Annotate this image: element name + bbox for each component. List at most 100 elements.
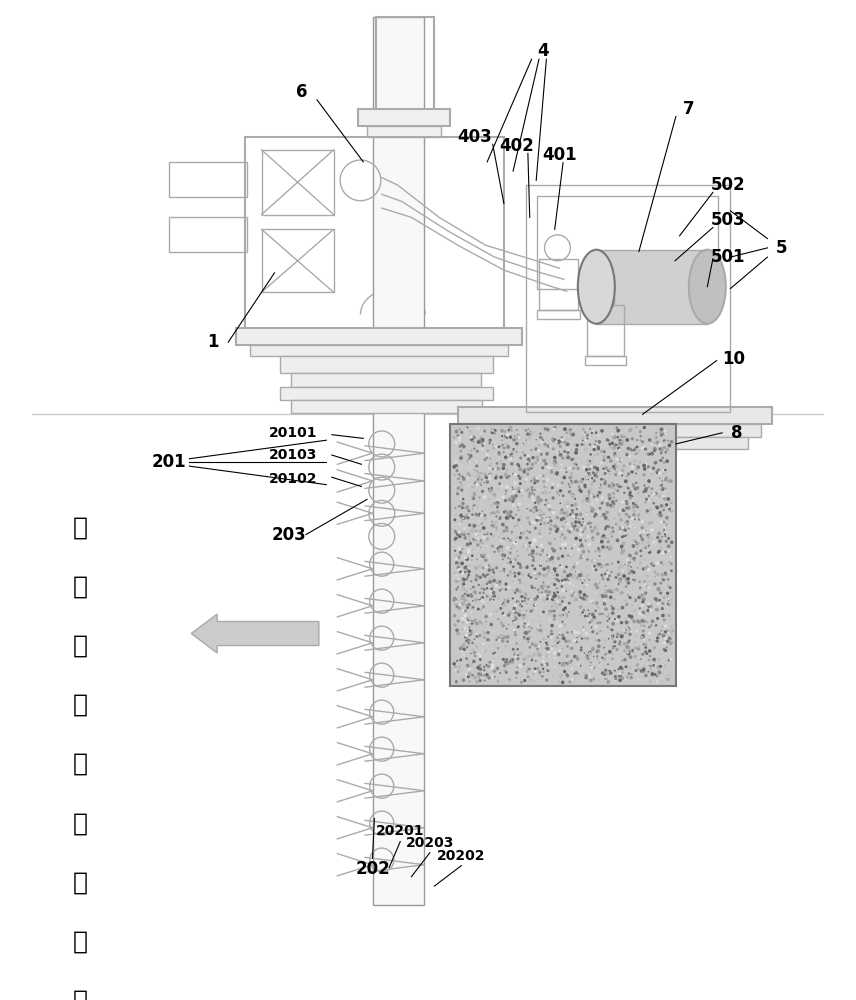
Text: 20201: 20201 — [376, 824, 425, 838]
Point — [531, 449, 544, 465]
Point — [616, 636, 630, 652]
Point — [571, 632, 585, 648]
Point — [483, 654, 496, 670]
Point — [490, 629, 503, 645]
Point — [585, 488, 598, 504]
Point — [467, 441, 481, 457]
Point — [615, 585, 629, 601]
Point — [642, 580, 656, 596]
Point — [484, 560, 498, 576]
Point — [653, 441, 667, 457]
Point — [541, 427, 555, 443]
Point — [451, 664, 465, 680]
Point — [559, 497, 573, 513]
Point — [579, 608, 592, 624]
Point — [455, 421, 469, 437]
Point — [529, 472, 543, 488]
Point — [636, 536, 650, 552]
Point — [582, 464, 596, 480]
Point — [589, 435, 603, 451]
Point — [566, 561, 580, 577]
Point — [516, 610, 530, 626]
Point — [573, 642, 586, 658]
Point — [660, 497, 674, 513]
Point — [586, 465, 600, 481]
Point — [568, 585, 581, 601]
Point — [662, 596, 675, 612]
Point — [612, 661, 626, 677]
Point — [484, 574, 497, 590]
Point — [592, 490, 606, 506]
Point — [620, 447, 633, 463]
Point — [574, 522, 588, 538]
Point — [569, 592, 583, 608]
Point — [619, 429, 633, 445]
Point — [595, 508, 609, 524]
Point — [567, 451, 580, 467]
Point — [638, 494, 651, 510]
Point — [550, 567, 564, 583]
Point — [594, 606, 608, 622]
Point — [607, 430, 621, 446]
Point — [599, 540, 613, 556]
Point — [581, 528, 595, 544]
Point — [485, 467, 499, 483]
Point — [462, 503, 476, 519]
Point — [601, 619, 615, 635]
Point — [592, 655, 606, 671]
Point — [557, 630, 571, 646]
Point — [523, 672, 537, 688]
Point — [580, 506, 594, 522]
Point — [455, 513, 469, 529]
Point — [517, 524, 531, 540]
Point — [565, 427, 579, 443]
Point — [651, 630, 664, 646]
Point — [463, 619, 477, 635]
Point — [593, 556, 607, 572]
Point — [580, 491, 594, 507]
Point — [625, 427, 639, 443]
Point — [626, 464, 639, 480]
Point — [494, 438, 508, 454]
Point — [490, 660, 504, 676]
Point — [461, 611, 475, 627]
Point — [650, 544, 663, 560]
Point — [465, 431, 479, 447]
Point — [458, 526, 472, 542]
Point — [490, 455, 504, 471]
Point — [475, 516, 489, 532]
Point — [610, 459, 624, 475]
Point — [632, 662, 645, 678]
Point — [487, 564, 501, 580]
Point — [559, 536, 573, 552]
Point — [577, 478, 591, 494]
Point — [562, 547, 575, 563]
Point — [621, 468, 634, 484]
Point — [627, 613, 641, 629]
Point — [615, 625, 629, 641]
Point — [455, 555, 469, 571]
Point — [628, 441, 642, 457]
Point — [641, 494, 655, 510]
Point — [580, 626, 593, 642]
Point — [544, 543, 558, 559]
Point — [476, 432, 490, 448]
Point — [584, 658, 597, 674]
Point — [568, 456, 582, 472]
Point — [506, 538, 520, 554]
Point — [648, 431, 662, 447]
Point — [638, 478, 651, 494]
Point — [500, 664, 514, 680]
Point — [544, 464, 558, 480]
Bar — [526, 185, 729, 412]
Point — [576, 561, 590, 577]
Point — [639, 540, 652, 556]
Point — [461, 623, 474, 639]
Point — [584, 519, 597, 535]
Point — [581, 462, 595, 478]
Point — [632, 535, 645, 551]
Point — [518, 665, 532, 681]
Point — [540, 509, 554, 525]
Point — [599, 492, 613, 508]
Point — [600, 562, 614, 578]
